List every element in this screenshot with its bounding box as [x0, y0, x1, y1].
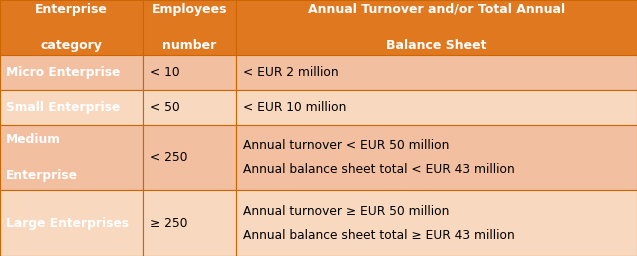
Bar	[143, 90, 236, 125]
Bar	[143, 55, 236, 90]
Text: Micro Enterprise: Micro Enterprise	[6, 66, 121, 79]
Text: < 50: < 50	[150, 101, 180, 114]
Text: Enterprise

category: Enterprise category	[35, 3, 108, 52]
Text: Employees

number: Employees number	[152, 3, 227, 52]
Bar	[236, 55, 637, 90]
Text: < EUR 2 million: < EUR 2 million	[243, 66, 339, 79]
Bar	[0, 0, 143, 55]
Text: < 10: < 10	[150, 66, 180, 79]
Bar	[143, 0, 236, 55]
Bar	[0, 190, 143, 256]
Text: Large Enterprises: Large Enterprises	[6, 217, 129, 230]
Bar	[0, 125, 143, 190]
Bar	[0, 55, 143, 90]
Bar	[143, 190, 236, 256]
Text: Annual balance sheet total ≥ EUR 43 million: Annual balance sheet total ≥ EUR 43 mill…	[243, 229, 515, 241]
Bar	[143, 125, 236, 190]
Bar	[236, 125, 637, 190]
Text: Annual balance sheet total < EUR 43 million: Annual balance sheet total < EUR 43 mill…	[243, 163, 515, 176]
Text: Small Enterprise: Small Enterprise	[6, 101, 120, 114]
Text: Annual turnover ≥ EUR 50 million: Annual turnover ≥ EUR 50 million	[243, 205, 450, 218]
Text: < EUR 10 million: < EUR 10 million	[243, 101, 347, 114]
Text: Annual turnover < EUR 50 million: Annual turnover < EUR 50 million	[243, 140, 450, 152]
Bar	[236, 190, 637, 256]
Bar	[236, 0, 637, 55]
Text: Medium

Enterprise: Medium Enterprise	[6, 133, 78, 182]
Text: < 250: < 250	[150, 151, 187, 164]
Text: Annual Turnover and/or Total Annual

Balance Sheet: Annual Turnover and/or Total Annual Bala…	[308, 3, 565, 52]
Bar	[0, 90, 143, 125]
Text: ≥ 250: ≥ 250	[150, 217, 187, 230]
Bar	[236, 90, 637, 125]
